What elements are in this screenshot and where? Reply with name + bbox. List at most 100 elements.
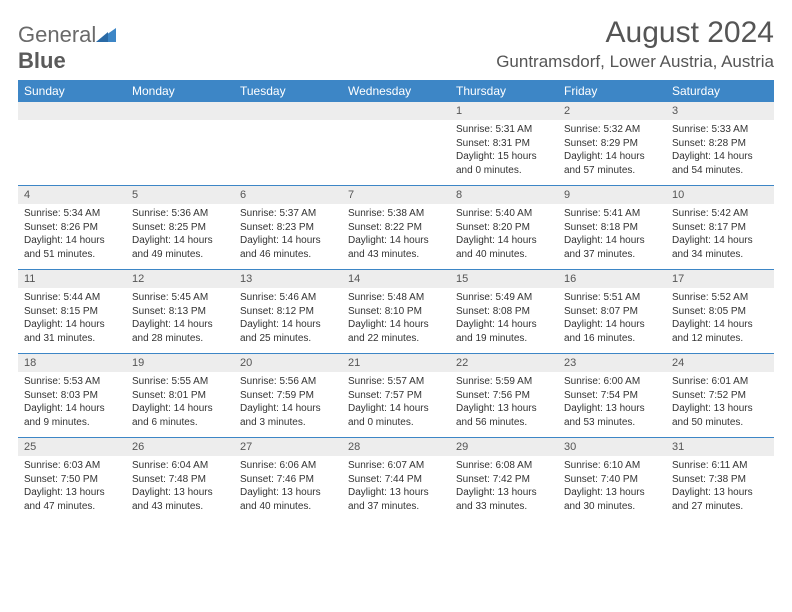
day-body: Sunrise: 6:03 AMSunset: 7:50 PMDaylight:… [18, 456, 126, 521]
day-body: Sunrise: 5:48 AMSunset: 8:10 PMDaylight:… [342, 288, 450, 353]
brand-text: General Blue [18, 22, 116, 74]
day-header: Friday [558, 80, 666, 102]
day-number: 17 [666, 270, 774, 288]
brand-word-2: Blue [18, 48, 66, 73]
day-number: 11 [18, 270, 126, 288]
brand-logo: General Blue [18, 16, 116, 74]
day-number: 25 [18, 438, 126, 456]
day-number: 20 [234, 354, 342, 372]
day-body: Sunrise: 5:44 AMSunset: 8:15 PMDaylight:… [18, 288, 126, 353]
calendar-body: 1Sunrise: 5:31 AMSunset: 8:31 PMDaylight… [18, 102, 774, 521]
day-number: 19 [126, 354, 234, 372]
calendar-cell: 13Sunrise: 5:46 AMSunset: 8:12 PMDayligh… [234, 270, 342, 354]
day-body: Sunrise: 5:34 AMSunset: 8:26 PMDaylight:… [18, 204, 126, 269]
day-number: 21 [342, 354, 450, 372]
day-number: 15 [450, 270, 558, 288]
day-number: 4 [18, 186, 126, 204]
day-number: 26 [126, 438, 234, 456]
day-body: Sunrise: 5:36 AMSunset: 8:25 PMDaylight:… [126, 204, 234, 269]
calendar-cell: 1Sunrise: 5:31 AMSunset: 8:31 PMDaylight… [450, 102, 558, 186]
day-body: Sunrise: 5:59 AMSunset: 7:56 PMDaylight:… [450, 372, 558, 437]
day-header: Tuesday [234, 80, 342, 102]
day-body: Sunrise: 6:06 AMSunset: 7:46 PMDaylight:… [234, 456, 342, 521]
calendar-cell: 22Sunrise: 5:59 AMSunset: 7:56 PMDayligh… [450, 354, 558, 438]
day-number: 16 [558, 270, 666, 288]
day-number: 12 [126, 270, 234, 288]
calendar-week-row: 1Sunrise: 5:31 AMSunset: 8:31 PMDaylight… [18, 102, 774, 186]
day-header: Saturday [666, 80, 774, 102]
calendar-cell: 12Sunrise: 5:45 AMSunset: 8:13 PMDayligh… [126, 270, 234, 354]
day-number: 23 [558, 354, 666, 372]
day-number: 6 [234, 186, 342, 204]
day-body: Sunrise: 5:41 AMSunset: 8:18 PMDaylight:… [558, 204, 666, 269]
day-number: 7 [342, 186, 450, 204]
calendar-cell [18, 102, 126, 186]
day-body: Sunrise: 6:08 AMSunset: 7:42 PMDaylight:… [450, 456, 558, 521]
day-body: Sunrise: 6:10 AMSunset: 7:40 PMDaylight:… [558, 456, 666, 521]
calendar-cell: 18Sunrise: 5:53 AMSunset: 8:03 PMDayligh… [18, 354, 126, 438]
calendar-cell: 14Sunrise: 5:48 AMSunset: 8:10 PMDayligh… [342, 270, 450, 354]
brand-triangle-icon [96, 22, 116, 48]
day-number: 24 [666, 354, 774, 372]
day-body: Sunrise: 5:42 AMSunset: 8:17 PMDaylight:… [666, 204, 774, 269]
day-body: Sunrise: 5:45 AMSunset: 8:13 PMDaylight:… [126, 288, 234, 353]
calendar-head: SundayMondayTuesdayWednesdayThursdayFrid… [18, 80, 774, 102]
calendar-cell: 24Sunrise: 6:01 AMSunset: 7:52 PMDayligh… [666, 354, 774, 438]
calendar-table: SundayMondayTuesdayWednesdayThursdayFrid… [18, 80, 774, 521]
day-body: Sunrise: 6:11 AMSunset: 7:38 PMDaylight:… [666, 456, 774, 521]
day-header: Monday [126, 80, 234, 102]
calendar-cell: 21Sunrise: 5:57 AMSunset: 7:57 PMDayligh… [342, 354, 450, 438]
calendar-cell: 2Sunrise: 5:32 AMSunset: 8:29 PMDaylight… [558, 102, 666, 186]
day-header: Thursday [450, 80, 558, 102]
day-body: Sunrise: 6:01 AMSunset: 7:52 PMDaylight:… [666, 372, 774, 437]
day-number: 31 [666, 438, 774, 456]
calendar-cell: 5Sunrise: 5:36 AMSunset: 8:25 PMDaylight… [126, 186, 234, 270]
day-number: 14 [342, 270, 450, 288]
day-number: 29 [450, 438, 558, 456]
day-number: 18 [18, 354, 126, 372]
day-number: 5 [126, 186, 234, 204]
calendar-cell: 30Sunrise: 6:10 AMSunset: 7:40 PMDayligh… [558, 438, 666, 522]
day-body: Sunrise: 5:49 AMSunset: 8:08 PMDaylight:… [450, 288, 558, 353]
calendar-week-row: 18Sunrise: 5:53 AMSunset: 8:03 PMDayligh… [18, 354, 774, 438]
calendar-page: General Blue August 2024 Guntramsdorf, L… [0, 0, 792, 537]
day-body: Sunrise: 5:53 AMSunset: 8:03 PMDaylight:… [18, 372, 126, 437]
calendar-cell: 16Sunrise: 5:51 AMSunset: 8:07 PMDayligh… [558, 270, 666, 354]
calendar-cell: 7Sunrise: 5:38 AMSunset: 8:22 PMDaylight… [342, 186, 450, 270]
day-number: 10 [666, 186, 774, 204]
day-body: Sunrise: 6:04 AMSunset: 7:48 PMDaylight:… [126, 456, 234, 521]
day-body: Sunrise: 5:57 AMSunset: 7:57 PMDaylight:… [342, 372, 450, 437]
day-body-empty [18, 120, 126, 178]
calendar-cell [234, 102, 342, 186]
day-number: 3 [666, 102, 774, 120]
day-number: 1 [450, 102, 558, 120]
day-body: Sunrise: 6:07 AMSunset: 7:44 PMDaylight:… [342, 456, 450, 521]
day-body: Sunrise: 5:52 AMSunset: 8:05 PMDaylight:… [666, 288, 774, 353]
calendar-cell: 6Sunrise: 5:37 AMSunset: 8:23 PMDaylight… [234, 186, 342, 270]
day-number-empty [18, 102, 126, 120]
day-body: Sunrise: 5:32 AMSunset: 8:29 PMDaylight:… [558, 120, 666, 185]
title-block: August 2024 Guntramsdorf, Lower Austria,… [496, 16, 774, 72]
calendar-cell: 29Sunrise: 6:08 AMSunset: 7:42 PMDayligh… [450, 438, 558, 522]
day-body: Sunrise: 5:51 AMSunset: 8:07 PMDaylight:… [558, 288, 666, 353]
location-text: Guntramsdorf, Lower Austria, Austria [496, 52, 774, 72]
day-body: Sunrise: 5:38 AMSunset: 8:22 PMDaylight:… [342, 204, 450, 269]
day-body: Sunrise: 5:55 AMSunset: 8:01 PMDaylight:… [126, 372, 234, 437]
day-header: Sunday [18, 80, 126, 102]
day-number: 28 [342, 438, 450, 456]
day-body: Sunrise: 6:00 AMSunset: 7:54 PMDaylight:… [558, 372, 666, 437]
day-body-empty [126, 120, 234, 178]
calendar-cell: 17Sunrise: 5:52 AMSunset: 8:05 PMDayligh… [666, 270, 774, 354]
month-title: August 2024 [496, 16, 774, 50]
day-body: Sunrise: 5:31 AMSunset: 8:31 PMDaylight:… [450, 120, 558, 185]
day-number: 22 [450, 354, 558, 372]
calendar-cell [342, 102, 450, 186]
day-body: Sunrise: 5:37 AMSunset: 8:23 PMDaylight:… [234, 204, 342, 269]
day-body: Sunrise: 5:56 AMSunset: 7:59 PMDaylight:… [234, 372, 342, 437]
calendar-cell: 10Sunrise: 5:42 AMSunset: 8:17 PMDayligh… [666, 186, 774, 270]
day-body: Sunrise: 5:33 AMSunset: 8:28 PMDaylight:… [666, 120, 774, 185]
day-number: 13 [234, 270, 342, 288]
day-body-empty [234, 120, 342, 178]
calendar-cell: 27Sunrise: 6:06 AMSunset: 7:46 PMDayligh… [234, 438, 342, 522]
calendar-cell: 3Sunrise: 5:33 AMSunset: 8:28 PMDaylight… [666, 102, 774, 186]
